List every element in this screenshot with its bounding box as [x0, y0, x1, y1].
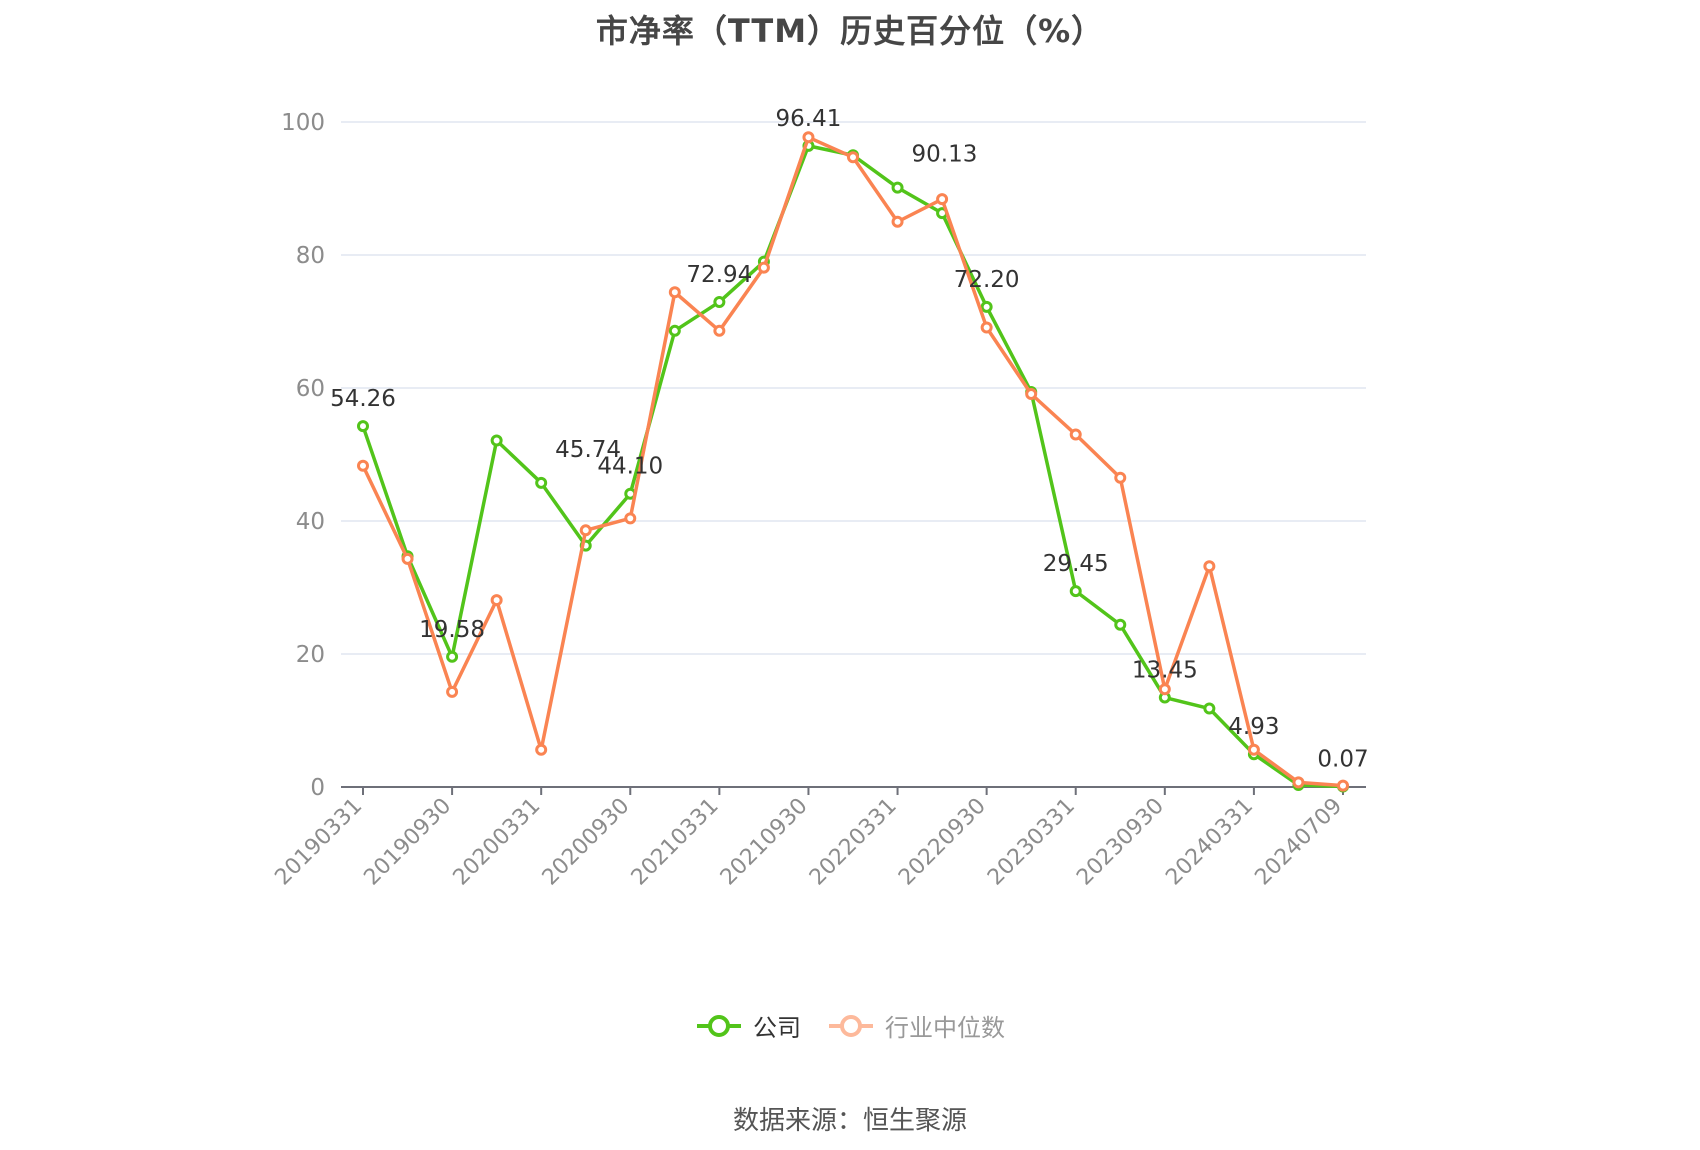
industry-point[interactable]	[1203, 560, 1216, 573]
data-label: 72.94	[686, 262, 752, 288]
industry-point[interactable]	[357, 459, 369, 472]
x-tick-label: 20210331	[627, 794, 724, 891]
industry-point[interactable]	[535, 743, 548, 756]
x-tick-label: 20190331	[270, 794, 367, 891]
company-point[interactable]	[980, 300, 993, 313]
x-tick-label: 20220930	[894, 794, 991, 891]
company-point[interactable]	[490, 434, 503, 447]
industry-line-marker-icon	[829, 1014, 873, 1037]
data-label: 54.26	[330, 386, 396, 412]
industry-point[interactable]	[802, 131, 815, 144]
x-tick-label: 20200930	[538, 794, 635, 891]
company-point[interactable]	[357, 420, 369, 433]
industry-point[interactable]	[1025, 387, 1038, 400]
company-point[interactable]	[1069, 585, 1082, 598]
industry-point[interactable]	[490, 594, 503, 607]
legend-label-company: 公司	[753, 1014, 801, 1042]
data-label: 0.07	[1317, 747, 1368, 773]
industry-line	[361, 135, 1344, 788]
y-tick-label: 60	[296, 376, 325, 402]
data-source: 数据来源：恒生聚源	[732, 1106, 967, 1136]
x-tick-label: 20190930	[359, 794, 456, 891]
data-label: 72.20	[954, 267, 1020, 293]
industry-point[interactable]	[1292, 776, 1305, 789]
industry-point[interactable]	[624, 512, 637, 525]
company-point[interactable]	[1203, 702, 1216, 715]
x-tick-label: 20240709	[1250, 794, 1347, 891]
company-point[interactable]	[535, 476, 548, 489]
company-point[interactable]	[713, 295, 726, 308]
industry-point[interactable]	[936, 193, 949, 206]
industry-point[interactable]	[1114, 471, 1127, 484]
y-tick-label: 20	[296, 642, 325, 668]
data-label: 13.45	[1132, 658, 1198, 684]
x-tick-label: 20230930	[1072, 794, 1169, 891]
company-point[interactable]	[446, 650, 459, 663]
legend-item-industry[interactable]: 行业中位数	[827, 1008, 1005, 1043]
industry-point[interactable]	[757, 261, 770, 274]
industry-point[interactable]	[980, 321, 993, 334]
industry-point[interactable]	[1158, 683, 1171, 696]
legend: 公司 行业中位数	[0, 1008, 1700, 1043]
y-axis: 0 20 40 60 80 100	[281, 110, 325, 801]
x-tick-label: 20210930	[716, 794, 813, 891]
industry-point[interactable]	[1069, 428, 1082, 441]
legend-label-industry: 行业中位数	[885, 1014, 1005, 1042]
legend-item-company[interactable]: 公司	[695, 1008, 801, 1043]
series-lines	[357, 131, 1349, 793]
y-tick-label: 80	[296, 243, 325, 269]
x-tick-label: 20220331	[805, 794, 902, 891]
x-axis: 2019033120190930202003312020093020210331…	[270, 786, 1366, 891]
industry-point[interactable]	[713, 324, 726, 337]
industry-point[interactable]	[1337, 779, 1349, 792]
company-point[interactable]	[668, 324, 681, 337]
data-label: 45.74	[555, 437, 621, 463]
company-point[interactable]	[1114, 618, 1127, 631]
data-label: 44.10	[597, 454, 663, 480]
company-line	[361, 144, 1344, 789]
industry-point[interactable]	[1247, 743, 1260, 756]
industry-point[interactable]	[401, 552, 414, 565]
industry-point[interactable]	[668, 286, 681, 299]
company-point[interactable]	[891, 181, 904, 194]
company-line-marker-icon	[697, 1014, 741, 1037]
industry-point[interactable]	[891, 215, 904, 228]
x-tick-label: 20200331	[449, 794, 546, 891]
industry-point[interactable]	[847, 151, 859, 164]
industry-point[interactable]	[579, 524, 592, 537]
y-tick-label: 40	[296, 509, 325, 535]
y-tick-label: 0	[310, 775, 325, 801]
data-label: 29.45	[1043, 551, 1109, 577]
data-label: 90.13	[912, 142, 978, 168]
data-label: 19.58	[419, 617, 485, 643]
chart-title: 市净率（TTM）历史百分位（%）	[595, 12, 1105, 50]
data-label: 96.41	[776, 106, 842, 132]
data-label: 4.93	[1228, 714, 1279, 740]
x-tick-label: 20230331	[983, 794, 1080, 891]
y-tick-label: 100	[281, 110, 325, 136]
industry-point[interactable]	[446, 685, 459, 698]
x-tick-label: 20240331	[1161, 794, 1258, 891]
